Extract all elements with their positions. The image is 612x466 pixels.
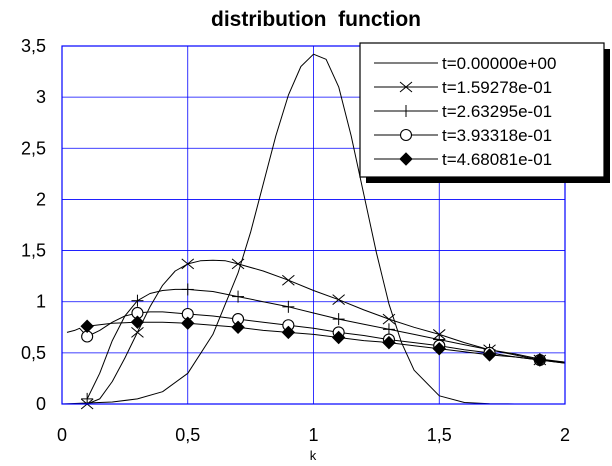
y-tick-label: 2 — [36, 189, 46, 209]
y-tick-label: 1,5 — [21, 241, 46, 261]
legend-item: t=1.59278e-01 — [374, 78, 552, 97]
x-tick-label: 1,5 — [427, 425, 452, 445]
data-marker — [382, 313, 396, 325]
series-3 — [81, 283, 566, 405]
legend-label: t=0.00000e+00 — [442, 54, 556, 73]
data-marker — [533, 353, 547, 367]
data-marker — [382, 323, 395, 336]
legend-marker — [399, 152, 413, 166]
legend-item: t=2.63295e-01 — [374, 102, 552, 121]
series-line — [66, 311, 566, 364]
axis-ticks: 0 0,5 1 1,5 2 0 0,5 1 1,5 2 2,5 3 3,5 — [21, 36, 570, 445]
y-tick-label: 0 — [36, 394, 46, 414]
data-marker — [332, 313, 345, 326]
data-marker — [131, 327, 144, 338]
legend-marker — [400, 105, 412, 117]
data-marker — [231, 320, 245, 334]
series-line — [87, 259, 566, 405]
data-marker — [131, 294, 144, 307]
x-tick-label: 2 — [560, 425, 570, 445]
data-marker — [432, 342, 446, 356]
series-line — [86, 288, 566, 400]
series-line — [61, 53, 565, 405]
data-marker — [130, 315, 145, 329]
data-marker — [181, 283, 194, 296]
legend-label: t=1.59278e-01 — [442, 78, 552, 97]
legend-marker — [399, 128, 413, 142]
data-marker — [181, 316, 195, 330]
series-5 — [80, 315, 566, 367]
legend-item: t=4.68081e-01 — [374, 150, 552, 169]
x-tick-label: 1 — [308, 425, 318, 445]
data-marker — [482, 348, 497, 362]
data-marker — [81, 392, 94, 405]
legend-label: t=2.63295e-01 — [442, 102, 552, 121]
legend-box — [359, 42, 605, 178]
x-tick-label: 0,5 — [175, 425, 200, 445]
data-marker — [282, 274, 295, 286]
series-layer — [61, 53, 566, 410]
x-tick-label: 0 — [57, 425, 67, 445]
data-marker — [231, 258, 245, 270]
chart-title: distribution function — [211, 8, 421, 31]
y-tick-label: 1 — [36, 292, 46, 312]
data-marker — [181, 258, 195, 270]
y-tick-label: 0,5 — [21, 343, 46, 363]
x-axis-label: k — [310, 448, 317, 463]
legend-marker — [399, 81, 413, 93]
data-marker — [331, 330, 346, 345]
y-tick-label: 3,5 — [21, 36, 46, 56]
legend-item: t=3.93318e-01 — [374, 126, 552, 145]
legend-label: t=3.93318e-01 — [442, 126, 552, 145]
data-marker — [282, 300, 295, 313]
data-marker — [332, 294, 345, 306]
series-2 — [80, 258, 566, 410]
legend-label: t=4.68081e-01 — [442, 150, 552, 169]
y-tick-label: 2,5 — [21, 138, 46, 158]
legend-item: t=0.00000e+00 — [374, 54, 556, 73]
plot-frame — [61, 45, 566, 405]
legend: t=0.00000e+00 t=1.59278e-01 t=2.63295e-01 t… — [359, 42, 610, 183]
data-marker — [281, 325, 296, 340]
data-marker — [232, 290, 245, 303]
series-1 — [61, 53, 565, 405]
y-tick-label: 3 — [36, 87, 46, 107]
data-marker — [382, 335, 396, 350]
data-marker — [80, 319, 94, 333]
